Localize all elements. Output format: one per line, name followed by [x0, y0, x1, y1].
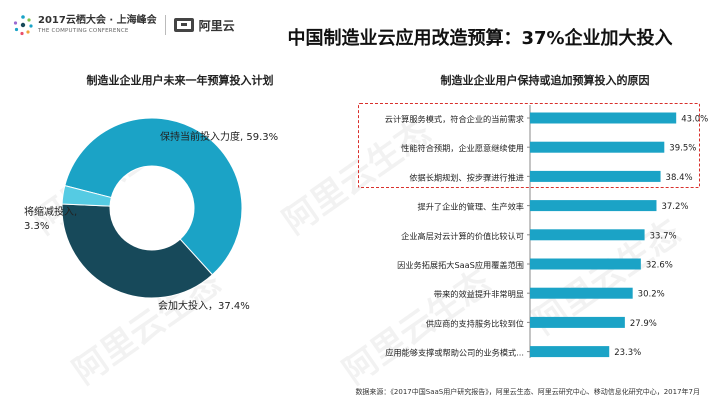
pie-label-decrease: 将缩减投入, 3.3% [24, 206, 77, 233]
aliyun-logo-icon [173, 18, 194, 32]
bar-value-label: 43.0% [681, 115, 708, 125]
pie-label-decrease-name: 将缩减投入, [24, 207, 78, 218]
pie-label-decrease-value: 3.3% [24, 220, 50, 232]
bar-value-label: 30.2% [638, 290, 665, 300]
data-source: 数据来源：《2017中国SaaS用户研究报告》，阿里云生态、阿里云研究中心、移动… [355, 388, 700, 396]
bar-category-label: 云计算服务模式，符合企业的当前需求 [385, 114, 524, 124]
pie-slice-2 [61, 203, 214, 299]
bar [530, 316, 625, 328]
bar-category-label: 企业高层对云计算的价值比较认可 [401, 231, 524, 241]
aliyun-logo-text: 阿里云 [198, 18, 235, 33]
bar-value-label: 39.5% [669, 144, 696, 154]
bar-category-label: 提升了企业的管理、生产效率 [418, 202, 524, 212]
bar [530, 346, 610, 358]
bar-value-label: 37.2% [661, 202, 688, 212]
bar-chart-title: 制造业企业用户保持或追加预算投入的原因 [440, 74, 650, 87]
bar [530, 200, 657, 212]
logo-divider [164, 15, 166, 35]
bar [530, 170, 661, 182]
bar-value-label: 27.9% [630, 319, 657, 329]
event-logo-subtitle: THE COMPUTING CONFERENCE [38, 27, 129, 34]
pie-label-keep: 保持当前投入力度, 59.3% [160, 132, 279, 143]
pie-label-increase: 会加大投入，37.4% [158, 301, 250, 312]
pie-chart-title: 制造业企业用户未来一年预算投入计划 [86, 74, 274, 87]
bar [530, 287, 633, 299]
bar-category-label: 供应商的支持服务比较到位 [426, 318, 524, 328]
bar [530, 141, 665, 153]
bar [530, 258, 641, 270]
conference-logo-icon [12, 14, 34, 36]
page-title: 中国制造业云应用改造预算：37%企业加大投入 [287, 28, 673, 49]
bar-value-label: 38.4% [666, 173, 693, 183]
bar [530, 229, 645, 241]
event-logo-title: 2017云栖大会 · 上海峰会 [38, 14, 157, 26]
bar [530, 112, 677, 124]
bar-value-label: 23.3% [614, 348, 641, 358]
bar-category-label: 性能符合预期，企业愿意继续使用 [401, 143, 524, 153]
bar-category-label: 因业务拓展拓大SaaS应用覆盖范围 [397, 260, 524, 270]
pie-slice-1 [64, 117, 243, 276]
top-reasons-highlight [358, 103, 700, 188]
pie-slice-3 [61, 185, 112, 207]
bar-category-label: 应用能够支撑或帮助公司的业务模式... [385, 348, 524, 358]
bar-value-label: 32.6% [646, 261, 673, 271]
bar-category-label: 带来的效益提升非常明显 [434, 289, 524, 299]
bar-value-label: 33.7% [650, 231, 677, 241]
event-logo: 2017云栖大会 · 上海峰会 THE COMPUTING CONFERENCE… [12, 10, 235, 40]
bar-category-label: 依据长期规划、按步骤进行推进 [409, 172, 524, 182]
